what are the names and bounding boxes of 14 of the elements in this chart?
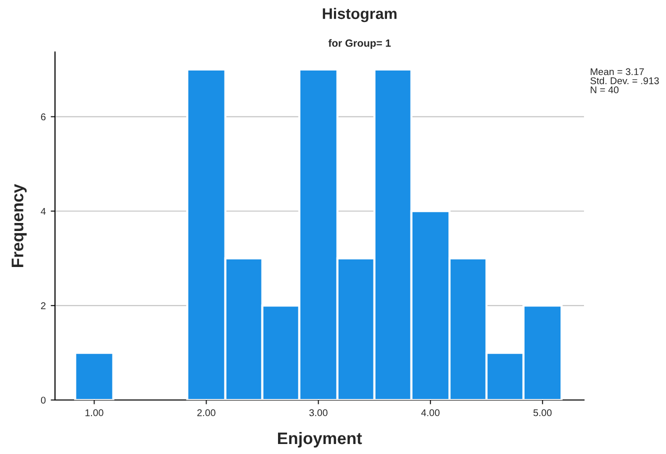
x-tick-label: 2.00 <box>197 409 216 416</box>
chart-title: Histogram <box>322 8 396 22</box>
y-tick-label: 4 <box>40 208 46 215</box>
x-tick-label: 5.00 <box>533 409 552 416</box>
y-axis-title: Frequency <box>12 184 27 268</box>
y-tick-label: 2 <box>41 302 46 310</box>
chart-subtitle: for Group= 1 <box>328 39 391 49</box>
y-tick-label: 0 <box>40 396 46 404</box>
x-tick-label: 1.00 <box>86 409 104 416</box>
y-tick-label: 6 <box>41 113 46 120</box>
x-axis-title: Enjoyment <box>278 432 362 448</box>
x-tick-label: 4.00 <box>421 409 440 416</box>
text: Mean = 3.17 Std. Dev. = .913 N = 40 <box>590 68 659 94</box>
x-tick-label: 3.00 <box>309 409 328 416</box>
